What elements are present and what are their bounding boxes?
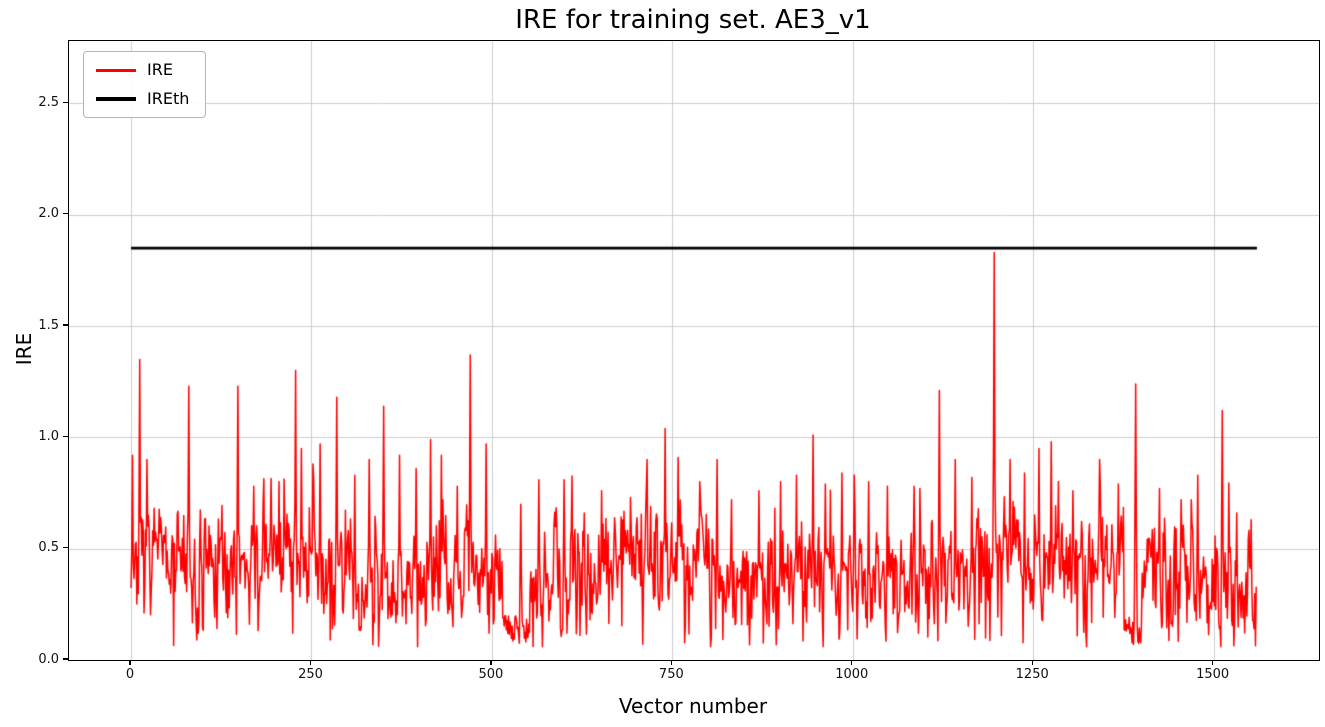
x-tick-mark	[129, 660, 131, 665]
x-tick-label: 0	[125, 667, 135, 682]
x-axis-label: Vector number	[618, 694, 768, 718]
x-tick-mark	[851, 660, 853, 665]
legend-label-ire: IRE	[147, 60, 173, 79]
y-tick-label: 1.0	[38, 428, 59, 444]
x-tick-mark	[309, 660, 312, 665]
chart-title: IRE for training set. AE3_v1	[515, 5, 871, 35]
x-tick-label: 750	[658, 667, 684, 682]
y-tick-label: 2.5	[38, 94, 59, 110]
y-tick-mark	[63, 435, 68, 437]
x-tick-mark	[1212, 660, 1214, 665]
x-tick-label: 1250	[1015, 667, 1049, 682]
y-tick-mark	[63, 547, 68, 549]
x-tick-mark	[490, 660, 492, 665]
y-tick-mark	[63, 213, 68, 215]
plot-area: IRE IREth	[68, 40, 1320, 661]
y-tick-label: 2.0	[38, 206, 59, 222]
y-tick-mark	[63, 658, 68, 660]
y-tick-label: 1.5	[38, 317, 59, 333]
y-tick-label: 0.0	[38, 651, 59, 667]
legend-label-ireth: IREth	[147, 89, 190, 108]
legend: IRE IREth	[83, 51, 207, 118]
x-tick-label: 500	[478, 667, 504, 682]
legend-line-swatch-ireth	[96, 97, 136, 101]
x-tick-mark	[670, 660, 672, 665]
x-tick-label: 1500	[1196, 667, 1230, 682]
legend-item-ire: IRE	[96, 62, 189, 78]
x-tick-label: 250	[298, 667, 323, 682]
y-axis-label: IRE	[12, 332, 36, 366]
y-tick-label: 0.5	[38, 540, 59, 556]
plot-canvas	[69, 41, 1319, 660]
y-tick-mark	[63, 101, 68, 103]
x-tick-label: 1000	[835, 667, 869, 682]
x-tick-mark	[1031, 660, 1033, 665]
legend-line-swatch-ire	[96, 68, 136, 72]
legend-item-ireth: IREth	[96, 91, 189, 107]
y-tick-mark	[63, 324, 68, 326]
